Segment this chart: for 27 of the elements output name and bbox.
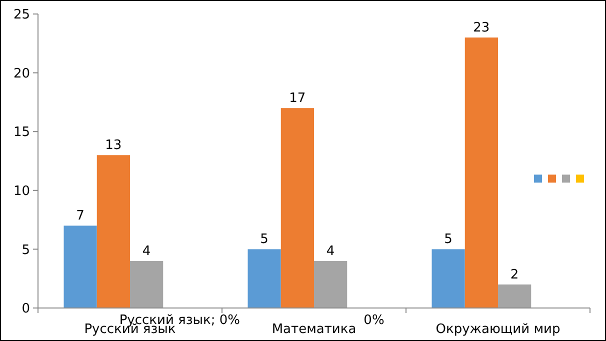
- bar: [464, 38, 498, 308]
- x-tick-label: Окружающий мир: [436, 322, 560, 337]
- data-label: 5: [260, 232, 268, 248]
- y-tick-label: 20: [13, 66, 30, 82]
- data-label: 0%: [364, 313, 384, 328]
- bar: [498, 284, 532, 308]
- bar: [130, 260, 164, 308]
- y-tick-label: 5: [22, 242, 30, 258]
- y-tick-label: 25: [13, 8, 30, 23]
- data-label: 7: [76, 208, 84, 224]
- bar: [280, 108, 314, 308]
- data-label: 2: [510, 267, 519, 282]
- bar: [64, 226, 97, 308]
- data-label: 4: [326, 244, 335, 259]
- data-label: 17: [289, 91, 306, 106]
- data-label: 5: [444, 232, 452, 248]
- bar: [432, 249, 465, 308]
- data-label: 13: [105, 138, 122, 154]
- data-label: 23: [473, 20, 490, 36]
- y-tick-label: 10: [13, 184, 30, 199]
- bar: [248, 249, 281, 308]
- y-tick-label: 0: [22, 302, 30, 317]
- bar: [96, 155, 130, 308]
- y-tick-label: 15: [13, 125, 30, 140]
- x-tick-label: Математика: [272, 322, 356, 337]
- bar: [314, 260, 348, 308]
- data-label: 4: [142, 244, 151, 259]
